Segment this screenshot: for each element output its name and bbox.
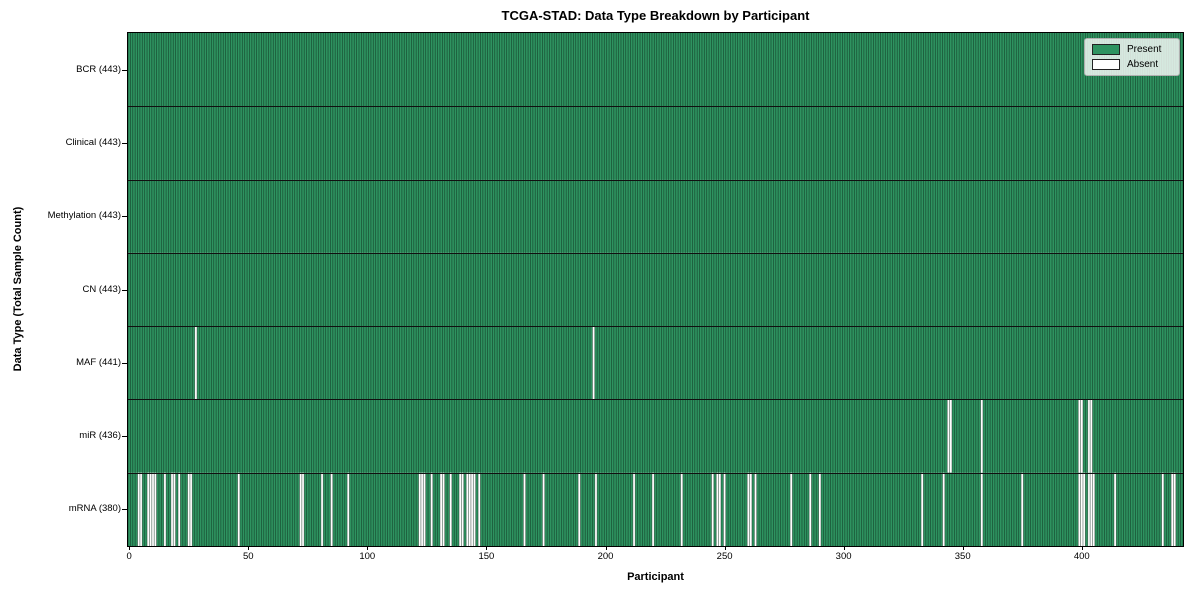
y-tick-mark xyxy=(122,69,127,71)
y-tick-label-mrna: mRNA (380) xyxy=(68,503,121,515)
y-tick-mark xyxy=(122,216,127,218)
x-tick-label: 200 xyxy=(597,551,614,562)
y-tick-mark xyxy=(122,509,127,511)
x-tick-mark xyxy=(129,546,131,550)
y-tick-mark xyxy=(122,289,127,291)
x-tick-label: 0 xyxy=(126,551,132,562)
x-tick-label: 150 xyxy=(478,551,495,562)
x-axis-label: Participant xyxy=(627,571,684,583)
x-tick-mark xyxy=(843,546,845,550)
heatmap-canvas xyxy=(128,33,1183,546)
y-tick-label-cn: CN (443) xyxy=(82,283,121,295)
present-swatch-icon xyxy=(1092,44,1120,55)
x-tick-label: 350 xyxy=(954,551,971,562)
y-tick-mark xyxy=(122,362,127,364)
legend: Present Absent xyxy=(1084,38,1180,76)
x-tick-label: 250 xyxy=(716,551,733,562)
x-tick-mark xyxy=(367,546,369,550)
x-tick-mark xyxy=(486,546,488,550)
legend-label-absent: Absent xyxy=(1127,59,1159,70)
x-tick-label: 300 xyxy=(835,551,852,562)
legend-entry-present: Present xyxy=(1092,44,1172,55)
y-tick-mark xyxy=(122,142,127,144)
x-tick-mark xyxy=(724,546,726,550)
x-tick-label: 100 xyxy=(359,551,376,562)
absent-swatch-icon xyxy=(1092,59,1120,70)
chart-title: TCGA-STAD: Data Type Breakdown by Partic… xyxy=(501,8,810,23)
x-tick-mark xyxy=(605,546,607,550)
x-tick-label: 50 xyxy=(243,551,254,562)
x-tick-label: 400 xyxy=(1073,551,1090,562)
y-tick-label-methylation: Methylation (443) xyxy=(47,210,121,222)
y-tick-mark xyxy=(122,436,127,438)
y-tick-label-clinical: Clinical (443) xyxy=(65,136,121,148)
x-tick-mark xyxy=(1081,546,1083,550)
y-tick-label-mir: miR (436) xyxy=(79,430,121,442)
legend-label-present: Present xyxy=(1127,44,1162,55)
y-tick-label-maf: MAF (441) xyxy=(76,356,121,368)
x-tick-mark xyxy=(248,546,250,550)
legend-entry-absent: Absent xyxy=(1092,59,1172,70)
plot-area xyxy=(127,32,1184,547)
x-tick-mark xyxy=(962,546,964,550)
y-tick-label-bcr: BCR (443) xyxy=(76,63,121,75)
